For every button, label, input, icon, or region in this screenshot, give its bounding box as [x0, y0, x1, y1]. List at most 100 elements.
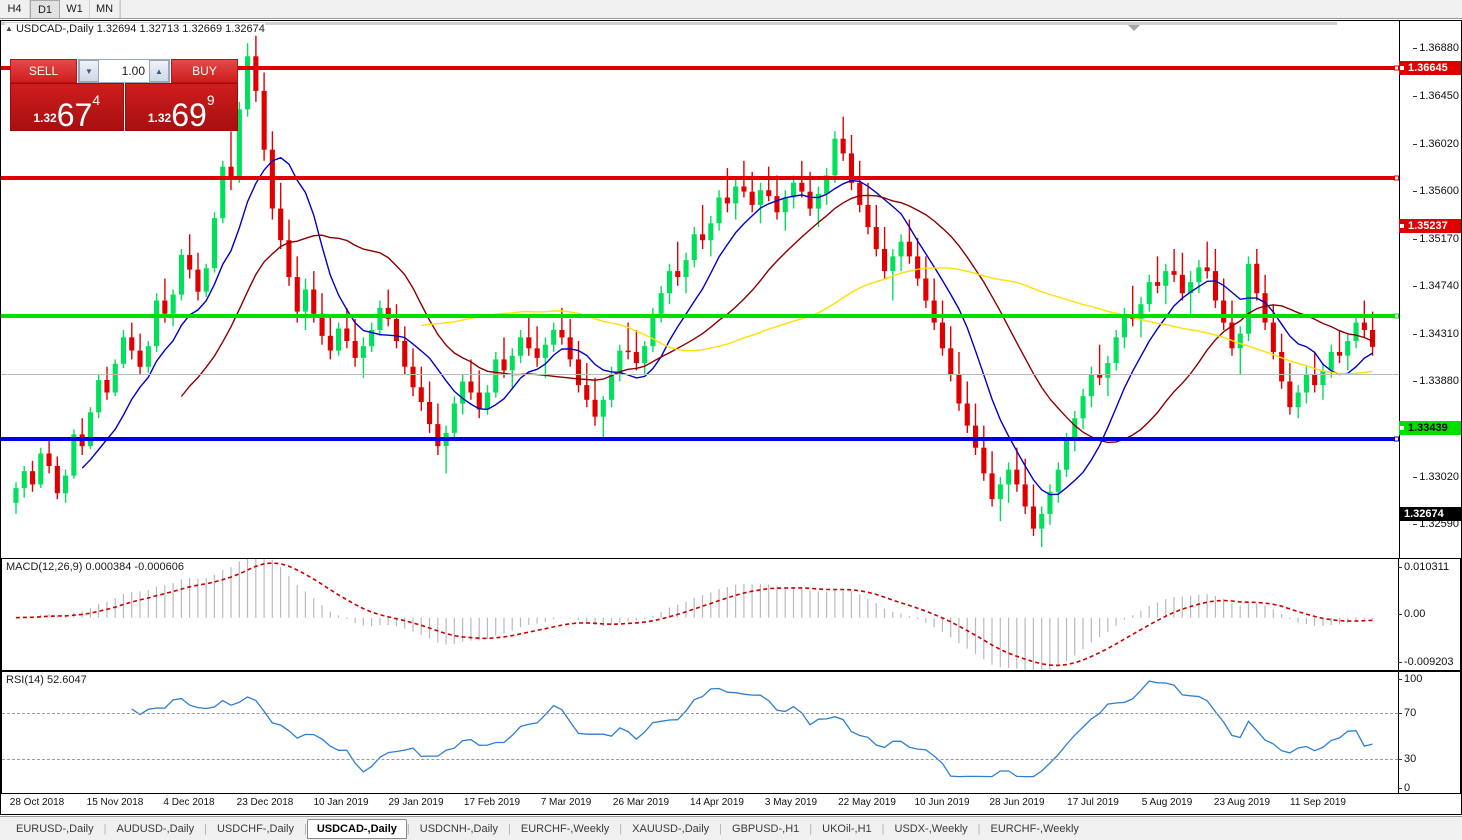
timeframe-mn[interactable]: MN — [90, 0, 120, 18]
resistance-line-135237[interactable] — [1, 175, 1399, 181]
date-label: 10 Jun 2019 — [914, 797, 970, 808]
support-line-131806[interactable] — [1, 436, 1399, 442]
price-tag-value: 1.36645 — [1408, 62, 1448, 74]
chart-tab-eurchf-weekly[interactable]: EURCHF-,Weekly — [990, 822, 1079, 835]
price-tag-value: 1.32674 — [1404, 508, 1444, 520]
date-label: 23 Aug 2019 — [1213, 797, 1271, 808]
macd-tick: 0.00 — [1397, 608, 1426, 620]
price-tick: 1.34310 — [1413, 328, 1459, 340]
date-axis-labels: 28 Oct 2018 15 Nov 2018 4 Dec 2018 23 Dec 2… — [1, 794, 1399, 814]
volume-up-icon[interactable]: ▲ — [149, 60, 169, 82]
rsi-guide-70 — [2, 713, 1398, 714]
price-tick: 1.36020 — [1413, 138, 1459, 150]
chart-tab-bar[interactable]: EURUSD-,Daily | AUDUSD-,Daily | USDCHF-,Dail… — [0, 816, 1462, 840]
chart-frame: 1.36880 1.36450 1.36020 1.35600 1.35170 1.347… — [0, 20, 1462, 815]
tab-separator: | — [406, 822, 410, 835]
candlestick-series — [13, 35, 1376, 547]
chart-tab-ukoil-h1[interactable]: UKOil-,H1 — [822, 822, 872, 835]
price-axis[interactable]: 1.36880 1.36450 1.36020 1.35600 1.35170 1.347… — [1399, 21, 1461, 558]
date-label: 14 Apr 2019 — [690, 797, 744, 808]
sell-price-button[interactable]: 1.32 67 4 — [10, 83, 124, 131]
rsi-plot[interactable] — [2, 672, 1398, 793]
chart-tab-usdchf-daily[interactable]: USDCHF-,Daily — [216, 822, 294, 835]
scroll-track[interactable] — [1, 22, 1337, 25]
volume-down-icon[interactable]: ▼ — [79, 60, 99, 82]
chart-tab-usdcnh-daily[interactable]: USDCNH-,Daily — [419, 822, 498, 835]
chart-tab-xauusd-daily[interactable]: XAUUSD-,Daily — [632, 822, 710, 835]
tab-separator: | — [303, 822, 307, 835]
buy-button[interactable]: BUY — [171, 59, 238, 83]
price-tick: 1.33880 — [1413, 375, 1459, 387]
chart-tab-usdx-weekly[interactable]: USDX-,Weekly — [894, 822, 968, 835]
macd-title: MACD(12,26,9) 0.000384 -0.000606 — [6, 561, 184, 573]
tab-separator: | — [719, 822, 723, 835]
volume-input[interactable]: 1.00 — [99, 60, 149, 82]
date-label: 4 Dec 2018 — [163, 797, 215, 808]
date-label: 7 Mar 2019 — [540, 797, 592, 808]
price-tag-135237[interactable]: 1.35237 — [1399, 219, 1461, 233]
price-tick: 1.34740 — [1413, 280, 1459, 292]
rsi-tick: 70 — [1397, 707, 1417, 719]
price-tick: 1.32590 — [1413, 518, 1459, 530]
collapse-triangle-icon[interactable]: ▲ — [5, 24, 13, 33]
current-price-line — [1, 374, 1399, 375]
chart-tab-eurusd-daily[interactable]: EURUSD-,Daily — [16, 822, 94, 835]
octp-quotes-row: 1.32 67 4 1.32 69 9 — [10, 83, 238, 131]
resistance-line-136645[interactable] — [1, 65, 1399, 71]
octp-controls-row: SELL ▼ 1.00 ▲ BUY — [10, 59, 238, 83]
price-tag-133439[interactable]: 1.33439 — [1399, 421, 1461, 435]
rsi-title: RSI(14) 52.6047 — [6, 674, 87, 686]
date-label: 17 Feb 2019 — [463, 797, 521, 808]
price-tag-value: 1.33439 — [1408, 422, 1448, 434]
sell-button[interactable]: SELL — [10, 59, 77, 83]
date-label: 28 Jun 2019 — [989, 797, 1045, 808]
chart-shift-marker-icon[interactable] — [1128, 25, 1140, 31]
timeframe-h4[interactable]: H4 — [0, 0, 30, 18]
price-plot[interactable] — [1, 21, 1399, 558]
date-label: 11 Sep 2019 — [1290, 797, 1346, 808]
chart-scroll-strip[interactable] — [1, 21, 1337, 31]
buy-price-button[interactable]: 1.32 69 9 — [124, 83, 238, 133]
date-axis[interactable]: 28 Oct 2018 15 Nov 2018 4 Dec 2018 23 Dec 2… — [1, 794, 1461, 814]
rsi-tick: 100 — [1397, 673, 1423, 685]
tab-separator: | — [508, 822, 511, 835]
tab-separator: | — [619, 822, 623, 835]
toolbar-filler — [120, 0, 1462, 18]
chart-title-text: USDCAD-,Daily 1.32694 1.32713 1.32669 1.… — [15, 23, 265, 35]
sell-price-fraction: 4 — [92, 92, 101, 108]
date-label: 26 Mar 2019 — [612, 797, 670, 808]
volume-stepper[interactable]: ▼ 1.00 ▲ — [78, 59, 170, 83]
tag-knob-icon — [1400, 224, 1404, 228]
price-tag-132674[interactable]: 1.32674 — [1399, 507, 1461, 521]
rsi-guide-30 — [2, 759, 1398, 760]
timeframe-w1[interactable]: W1 — [60, 0, 90, 18]
macd-plot[interactable] — [2, 559, 1398, 670]
chart-tab-audusd-daily[interactable]: AUDUSD-,Daily — [116, 822, 195, 835]
sell-price-big: 67 — [56, 97, 93, 133]
price-tick: 1.33020 — [1413, 471, 1459, 483]
rsi-pane[interactable]: 100 70 30 0 RSI(14) 52.6047 — [1, 671, 1461, 794]
date-label: 28 Oct 2018 — [9, 797, 65, 808]
rsi-series — [131, 680, 1373, 778]
date-label: 29 Jan 2019 — [388, 797, 444, 808]
tab-separator: | — [881, 822, 885, 835]
price-pane[interactable]: 1.36880 1.36450 1.36020 1.35600 1.35170 1.347… — [1, 21, 1461, 558]
chart-tab-usdcad-daily[interactable]: USDCAD-,Daily — [306, 818, 407, 839]
price-tick: 1.36450 — [1413, 90, 1459, 102]
macd-tick: 0.010311 — [1397, 561, 1450, 573]
chart-tab-eurchf-weekly[interactable]: EURCHF-,Weekly — [520, 822, 610, 835]
tab-separator: | — [977, 822, 981, 835]
buy-price-big: 69 — [171, 97, 207, 133]
chart-tab-gbpusd-h1[interactable]: GBPUSD-,H1 — [732, 822, 800, 835]
buy-price-fraction: 9 — [206, 92, 215, 108]
date-label: 17 Jul 2019 — [1067, 797, 1119, 808]
date-label: 23 Dec 2018 — [236, 797, 294, 808]
timeframe-d1[interactable]: D1 — [30, 0, 60, 18]
tag-knob-icon — [1400, 426, 1404, 430]
pivot-line-133439[interactable] — [1, 313, 1399, 319]
macd-tick: -0.009203 — [1398, 656, 1454, 668]
tab-separator: | — [204, 822, 207, 835]
one-click-trading-panel[interactable]: SELL ▼ 1.00 ▲ BUY 1.32 67 4 1.32 — [10, 59, 238, 131]
macd-pane[interactable]: 0.010311 0.00 -0.009203 MACD(12,26,9) 0.00… — [1, 558, 1461, 671]
price-tag-136645[interactable]: 1.36645 — [1399, 61, 1461, 75]
